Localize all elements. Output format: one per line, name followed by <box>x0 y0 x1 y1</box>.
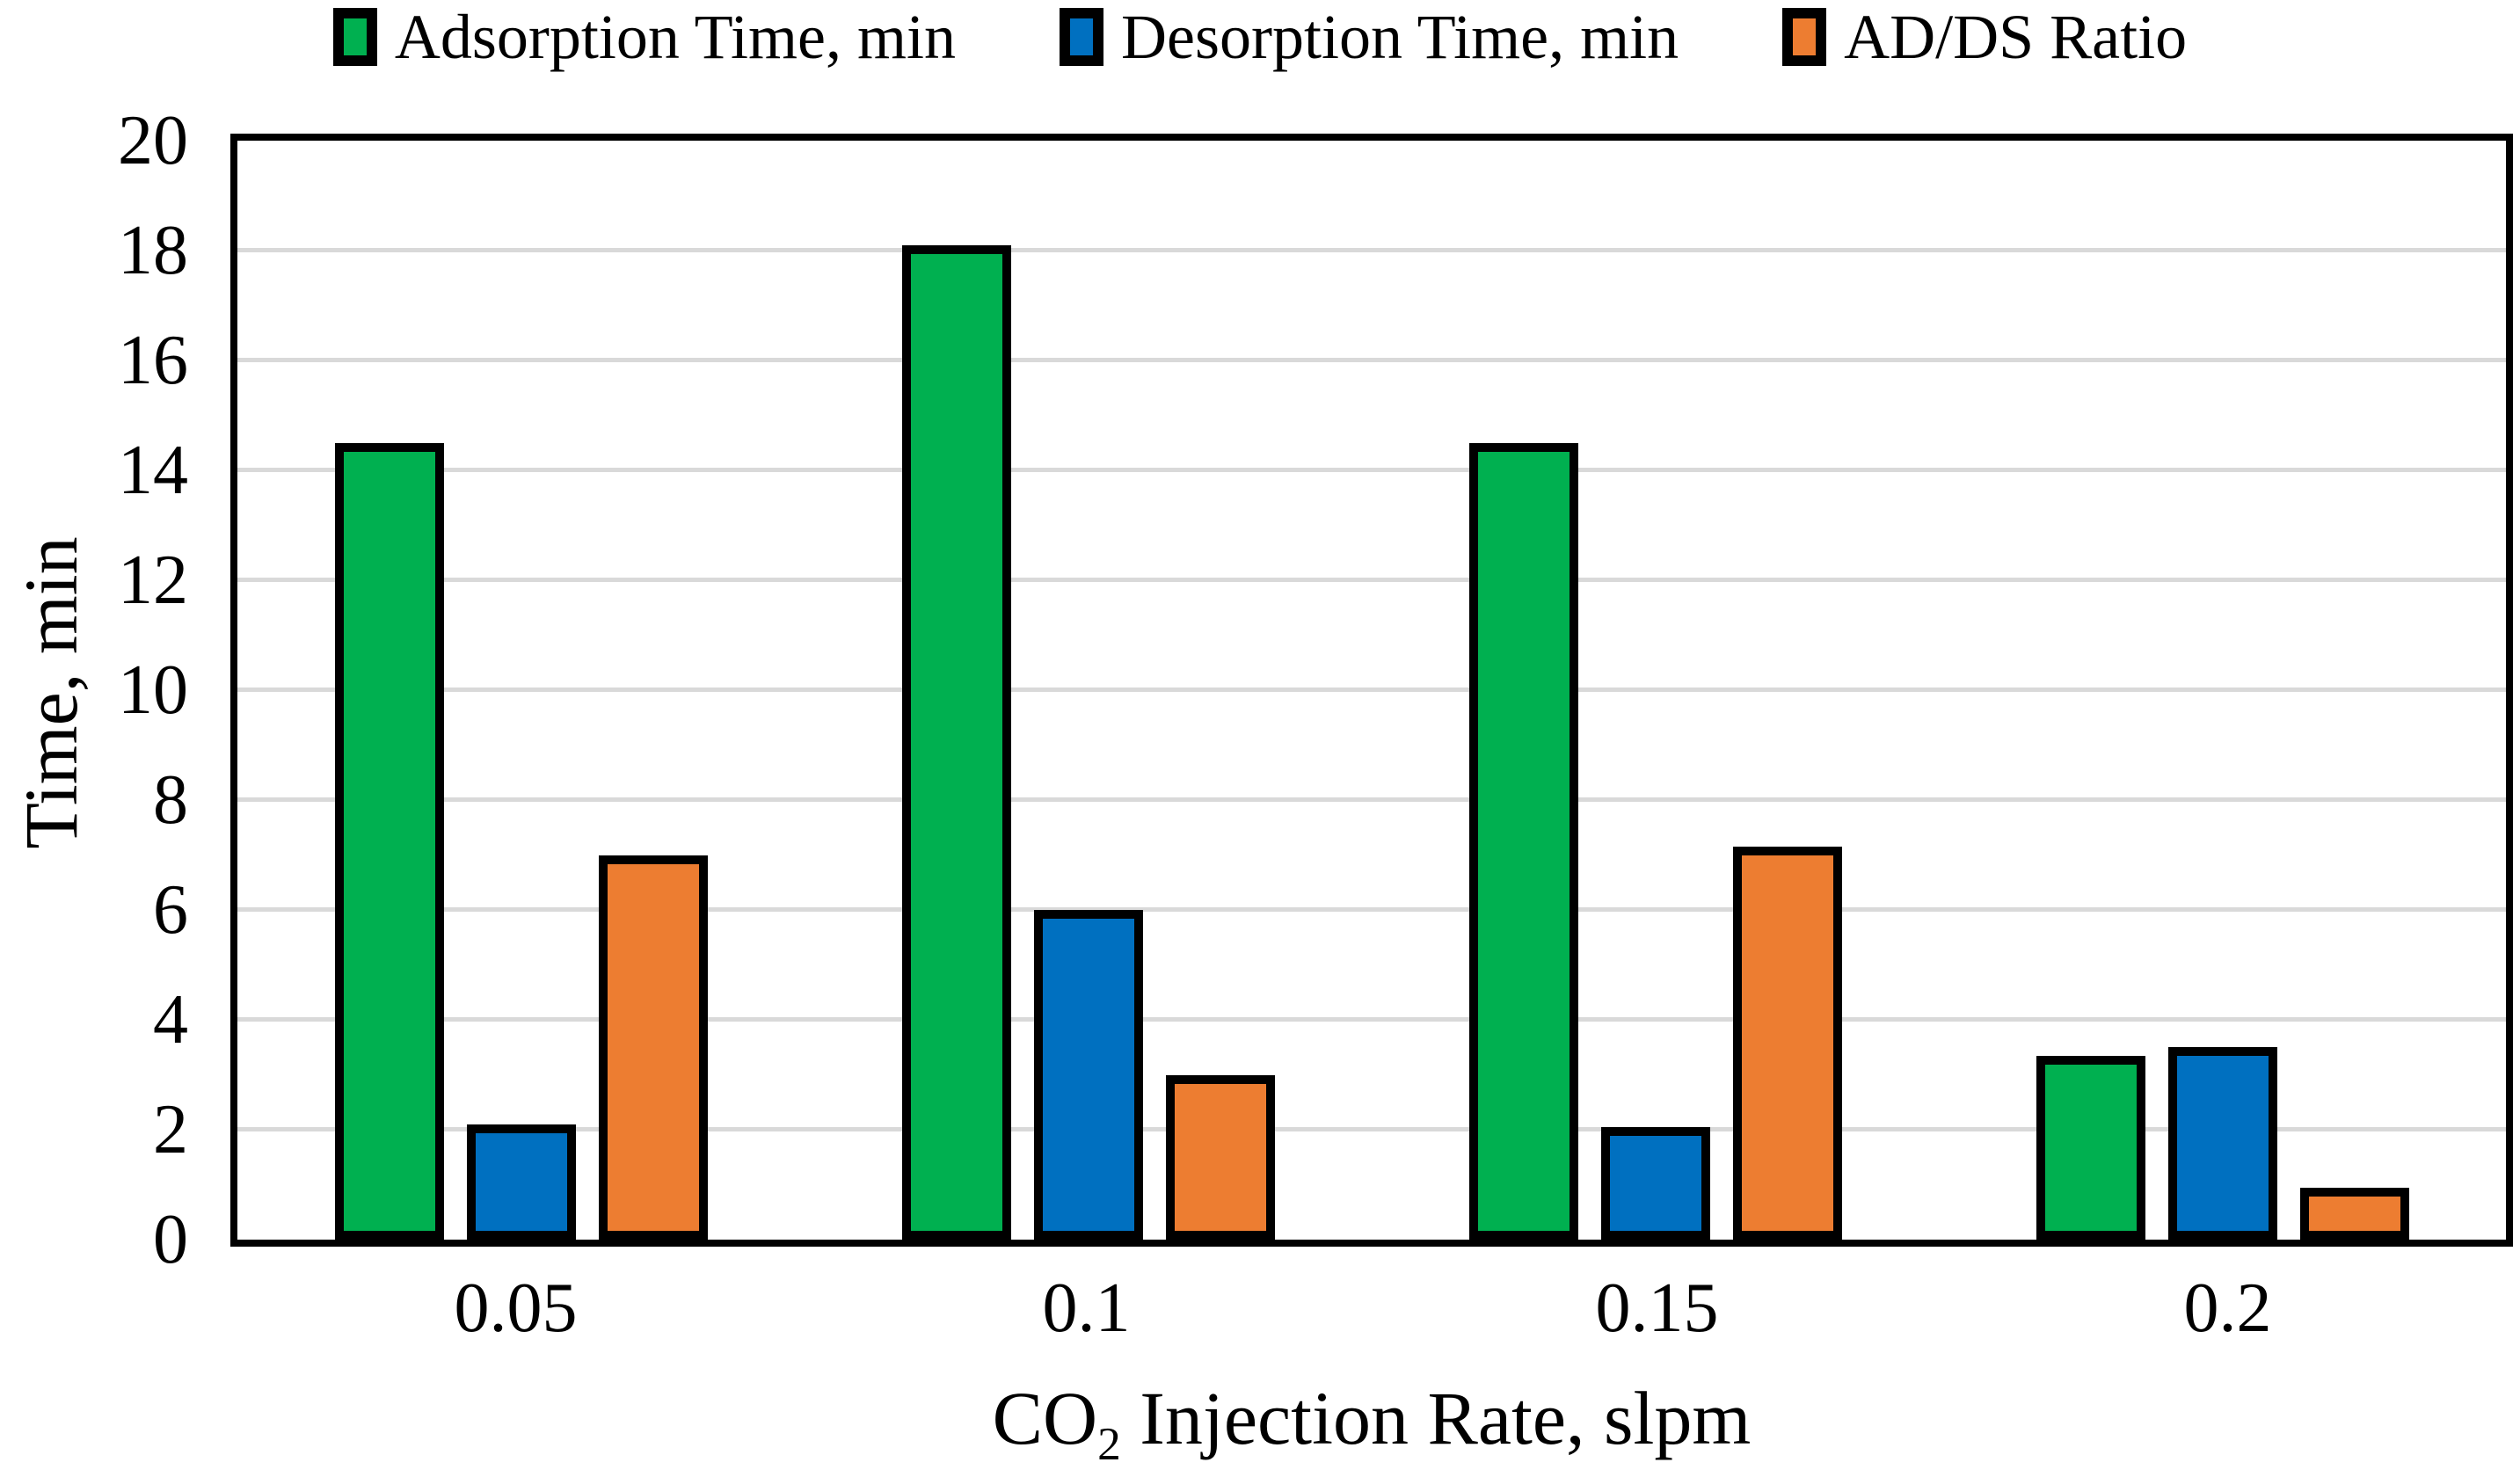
legend-label: Desorption Time, min <box>1121 2 1679 72</box>
bar <box>1732 847 1842 1240</box>
bar <box>466 1124 576 1240</box>
x-axis-title-subscript: 2 <box>1097 1417 1121 1471</box>
x-axis-title: CO2 Injection Rate, slpm <box>580 1376 2163 1467</box>
gridline <box>237 248 2506 252</box>
x-tick-label: 0.2 <box>2183 1270 2272 1347</box>
gridline <box>237 1127 2506 1131</box>
gridline <box>237 468 2506 472</box>
x-tick-label: 0.15 <box>1595 1270 1719 1347</box>
y-tick-label: 4 <box>153 981 188 1059</box>
y-tick-label: 8 <box>153 761 188 839</box>
bar <box>1033 910 1143 1240</box>
bar-group <box>1939 141 2506 1240</box>
plot-area <box>230 134 2513 1247</box>
y-tick-label: 6 <box>153 871 188 949</box>
bar <box>2036 1055 2145 1240</box>
bar-groups <box>237 141 2506 1240</box>
gridline <box>237 578 2506 582</box>
bar <box>334 442 444 1240</box>
y-tick-label: 18 <box>118 212 188 289</box>
y-tick-label: 20 <box>118 102 188 179</box>
legend-swatch-icon <box>1060 8 1103 66</box>
y-tick-label: 2 <box>153 1091 188 1168</box>
x-axis-title-suffix: Injection Rate, slpm <box>1120 1376 1752 1460</box>
legend-label: Adsorption Time, min <box>394 2 956 72</box>
gridline <box>237 1017 2506 1022</box>
bar-group <box>237 141 805 1240</box>
bar <box>901 244 1011 1240</box>
bar <box>1165 1074 1275 1240</box>
bar <box>1468 442 1578 1240</box>
y-tick-label: 16 <box>118 322 188 399</box>
gridline <box>237 358 2506 362</box>
y-tick-label: 12 <box>118 542 188 619</box>
gridline <box>237 688 2506 692</box>
legend-item: AD/DS Ratio <box>1782 5 2187 69</box>
bar-group <box>805 141 1372 1240</box>
legend-swatch-icon <box>332 8 377 66</box>
y-tick-label: 10 <box>118 651 188 729</box>
gridline <box>237 797 2506 802</box>
y-tick-label: 14 <box>118 432 188 509</box>
legend-label: AD/DS Ratio <box>1844 2 2188 72</box>
bar <box>2167 1047 2277 1240</box>
chart-legend: Adsorption Time, min Desorption Time, min… <box>0 5 2520 69</box>
bar <box>598 855 708 1240</box>
y-tick-label: 0 <box>153 1201 188 1278</box>
x-tick-label: 0.1 <box>1042 1270 1131 1347</box>
legend-swatch-icon <box>1782 8 1827 66</box>
gridline <box>237 907 2506 912</box>
legend-item: Adsorption Time, min <box>332 2 956 72</box>
legend-item: Desorption Time, min <box>1060 5 1679 69</box>
y-axis-tick-labels: 0 2 4 6 8 10 12 14 16 18 20 <box>0 106 200 1275</box>
x-axis-title-prefix: CO <box>992 1376 1098 1460</box>
x-tick-label: 0.05 <box>454 1270 578 1347</box>
bar <box>1600 1126 1710 1240</box>
x-axis-tick-labels: 0.05 0.1 0.15 0.2 <box>230 1273 2513 1343</box>
bar <box>2299 1187 2409 1240</box>
bar-group <box>1372 141 1939 1240</box>
